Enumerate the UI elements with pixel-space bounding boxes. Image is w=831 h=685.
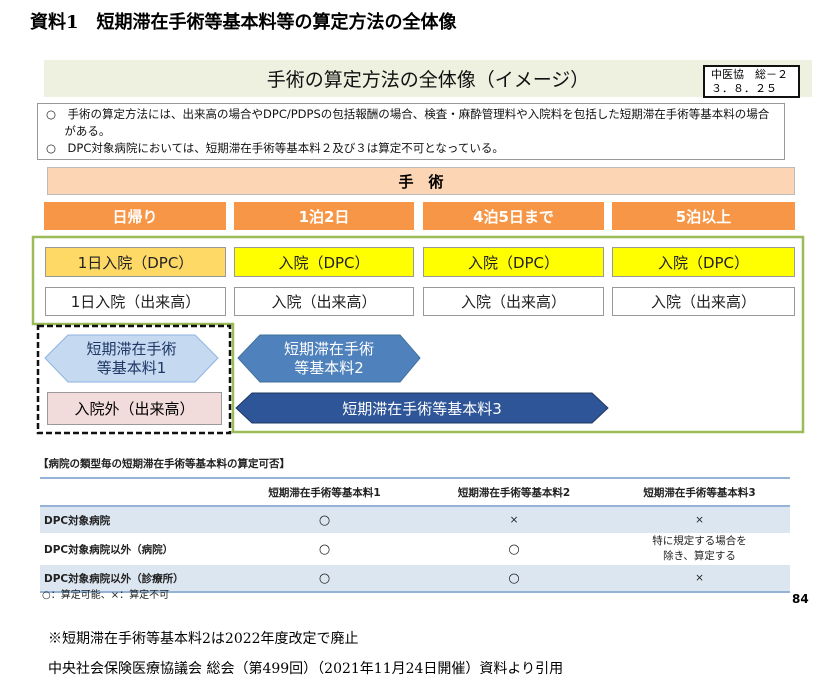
fee2-arrow	[237, 334, 421, 383]
stay-header-4nights: 4泊5日まで	[423, 202, 604, 230]
table-row: DPC対象病院 ○ × ×	[40, 506, 790, 533]
dpc-cell-4nights: 入院（DPC）	[423, 247, 604, 277]
badge-line2: ３．８．２５	[711, 82, 777, 95]
table-header: 短期滞在手術等基本料3	[643, 486, 756, 499]
footer-note: ※短期滞在手術等基本料2は2022年度改定で廃止	[48, 631, 359, 647]
badge-line1: 中医協 総－２	[711, 68, 788, 81]
dashed-outline	[36, 324, 232, 435]
fee1-arrow	[44, 334, 219, 383]
table-header-row: 短期滞在手術等基本料1 短期滞在手術等基本料2 短期滞在手術等基本料3	[40, 478, 790, 506]
fee3-label: 短期滞在手術等基本料3	[342, 399, 502, 418]
table-header: 短期滞在手術等基本料2	[457, 486, 571, 499]
table-cell: 特に規定する場合を 除き、算定する	[609, 533, 790, 565]
page-number: 84	[792, 592, 809, 606]
badge: 中医協 総－２ ３．８．２５	[703, 65, 800, 98]
fee2-line1: 短期滞在手術	[283, 339, 374, 358]
table-header: 短期滞在手術等基本料1	[268, 486, 381, 499]
fee2-line2: 等基本料2	[294, 358, 364, 377]
table-cell: DPC対象病院	[40, 506, 230, 533]
fee-cell-1night: 入院（出来高）	[234, 287, 414, 316]
footer-source: 中央社会保険医療協議会 総会（第499回）（2021年11月24日開催）資料より…	[48, 661, 564, 677]
notes-box: ○ 手術の算定方法には、出来高の場合やDPC/PDPSの包括報酬の場合、検査・麻…	[37, 103, 785, 160]
table-row: DPC対象病院以外（病院） ○ ○ 特に規定する場合を 除き、算定する	[40, 533, 790, 565]
fee-cell-5nights: 入院（出来高）	[612, 287, 795, 316]
slide-title-band: 手術の算定方法の全体像（イメージ）	[44, 60, 812, 97]
fee-availability-table: 短期滞在手術等基本料1 短期滞在手術等基本料2 短期滞在手術等基本料3 DPC対…	[40, 477, 790, 593]
table-cell: ×	[419, 506, 609, 533]
table-cell: ○	[508, 541, 520, 557]
fee-cell-day: 1日入院（出来高）	[45, 287, 226, 316]
outpatient-box: 入院外（出来高）	[47, 392, 222, 425]
document-heading: 資料1 短期滞在手術等基本料等の算定方法の全体像	[30, 12, 457, 33]
table-row: DPC対象病院以外（診療所） ○ ○ ×	[40, 565, 790, 592]
fee-cell-4nights: 入院（出来高）	[423, 287, 604, 316]
surgery-bar: 手 術	[47, 167, 795, 195]
table-cell: ○	[230, 506, 419, 533]
table-cell: ○	[419, 565, 609, 592]
slide-title: 手術の算定方法の全体像（イメージ）	[266, 69, 590, 91]
table-cell: ○	[230, 565, 419, 592]
table-cell: ×	[609, 506, 790, 533]
table-legend: ○：算定可能、×：算定不可	[42, 590, 170, 601]
table-cell: ○	[318, 541, 331, 557]
note-1: ○ 手術の算定方法には、出来高の場合やDPC/PDPSの包括報酬の場合、検査・麻…	[46, 107, 770, 138]
fee3-arrow	[235, 392, 609, 424]
stay-header-1night: 1泊2日	[234, 202, 414, 230]
table-caption: 【病院の類型毎の短期滞在手術等基本料の算定可否】	[38, 458, 290, 470]
surgery-label: 手 術	[398, 172, 444, 191]
dpc-cell-1night: 入院（DPC）	[234, 247, 414, 277]
fee1-line2: 等基本料1	[96, 358, 167, 377]
table-cell: ×	[609, 565, 790, 592]
fee2-label: 短期滞在手術 等基本料2	[238, 335, 420, 382]
dpc-cell-day: 1日入院（DPC）	[45, 247, 226, 277]
stay-header-day: 日帰り	[44, 202, 226, 230]
dpc-cell-5nights: 入院（DPC）	[612, 247, 795, 277]
cell-line2: 除き、算定する	[663, 550, 736, 562]
table-header	[40, 478, 230, 506]
cell-line1: 特に規定する場合を	[652, 535, 747, 547]
stay-header-5nights: 5泊以上	[612, 202, 795, 230]
table-cell: DPC対象病院以外（診療所）	[40, 565, 230, 592]
note-2: ○ DPC対象病院においては、短期滞在手術等基本料２及び３は算定不可となっている…	[46, 141, 504, 155]
fee1-line1: 短期滞在手術	[86, 339, 177, 358]
fee1-label: 短期滞在手術 等基本料1	[45, 335, 218, 382]
table-cell: DPC対象病院以外（病院）	[44, 543, 174, 556]
